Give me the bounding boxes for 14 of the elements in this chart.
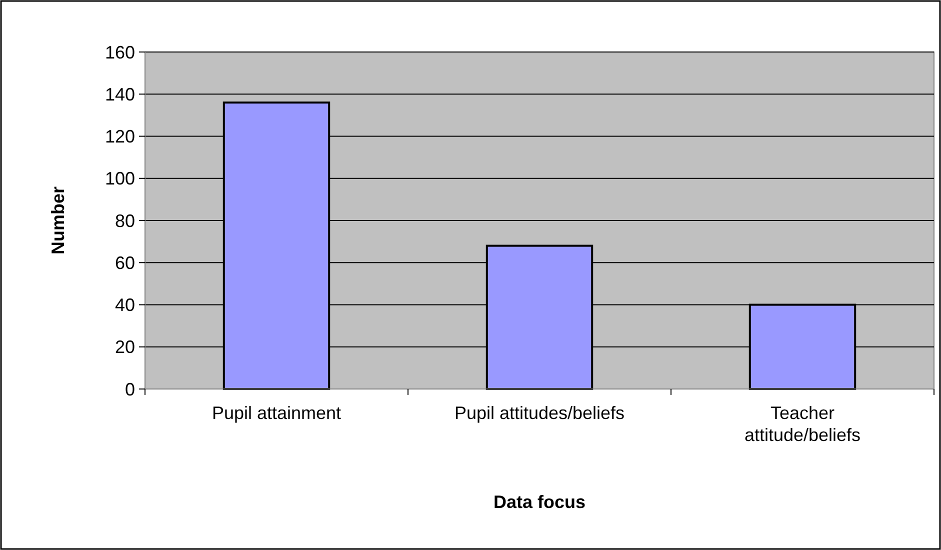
x-axis-title: Data focus <box>493 492 586 512</box>
y-tick-label: 160 <box>104 42 135 62</box>
y-tick-label: 100 <box>104 168 135 189</box>
y-tick-label: 20 <box>114 337 135 358</box>
y-tick-label: 140 <box>104 84 135 104</box>
y-tick-label: 60 <box>114 252 135 273</box>
x-tick-label: Pupil attainment <box>212 403 342 423</box>
x-tick-label: Teacher attitude/beliefs <box>744 403 861 445</box>
y-tick-label: 0 <box>124 379 135 400</box>
y-tick-label: 120 <box>104 126 135 147</box>
y-tick-label: 40 <box>114 295 135 316</box>
y-axis-title: Number <box>48 186 68 255</box>
x-tick-label: Pupil attitudes/beliefs <box>454 403 625 423</box>
y-tick-label: 80 <box>114 210 135 231</box>
